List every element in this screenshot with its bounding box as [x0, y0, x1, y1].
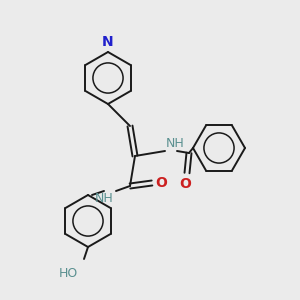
Text: N: N [102, 35, 114, 49]
Text: HO: HO [59, 267, 78, 280]
Text: NH: NH [166, 137, 185, 150]
Text: NH: NH [95, 192, 114, 205]
Text: O: O [155, 176, 167, 190]
Text: O: O [179, 177, 191, 191]
